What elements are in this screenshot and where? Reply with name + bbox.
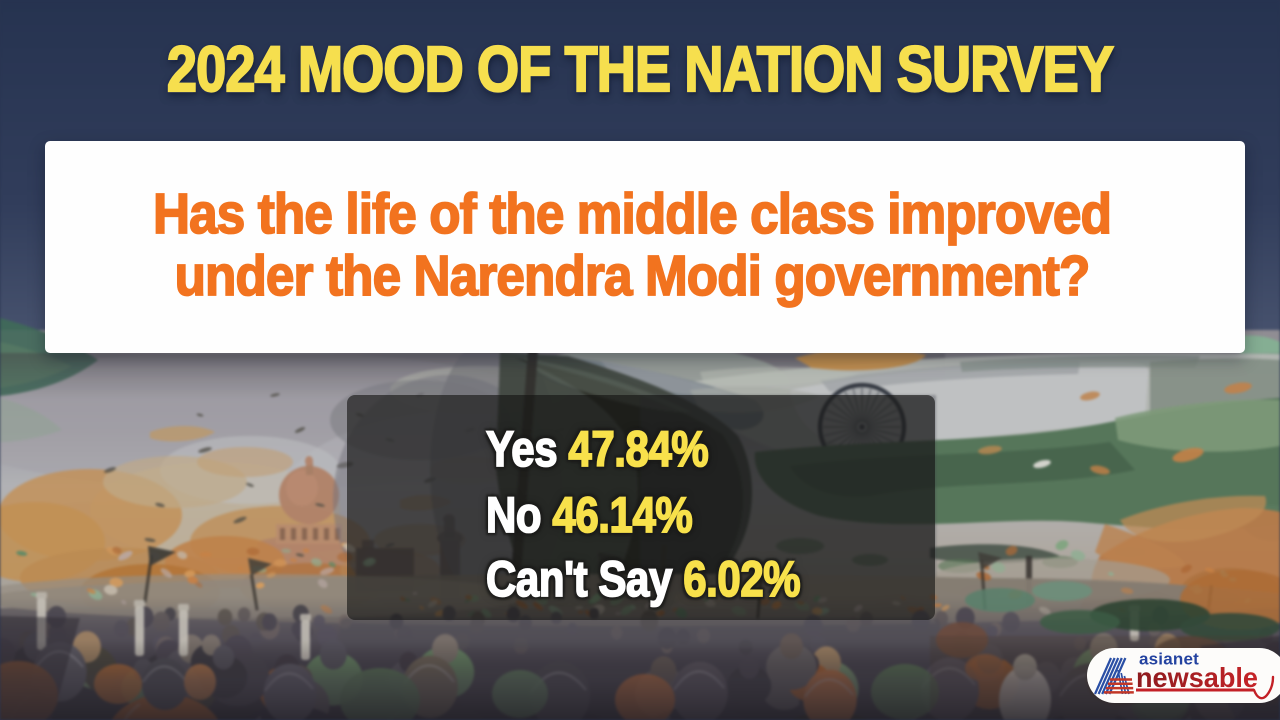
svg-text:newsable: newsable bbox=[1136, 662, 1258, 693]
svg-text:asianet: asianet bbox=[1139, 650, 1199, 669]
